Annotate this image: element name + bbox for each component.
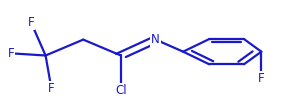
Text: F: F — [258, 72, 265, 85]
Text: F: F — [8, 47, 14, 60]
Text: F: F — [48, 82, 55, 95]
Text: Cl: Cl — [115, 84, 127, 97]
Text: N: N — [151, 33, 160, 46]
Text: F: F — [28, 16, 34, 29]
